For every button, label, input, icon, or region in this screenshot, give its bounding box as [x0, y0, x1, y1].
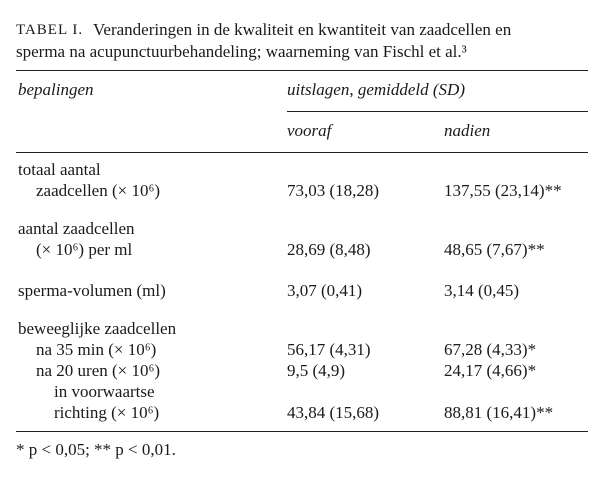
column-header: bepalingen: [18, 80, 94, 99]
footnote: * p < 0,05; ** p < 0,01.: [16, 440, 176, 459]
caption-label: TABEL I.: [16, 22, 84, 38]
cell-value: 67,28 (4,33)*: [444, 340, 537, 359]
caption-text: sperma na acupunctuurbehandeling; waarne…: [16, 42, 467, 61]
row-label: (× 10⁶) per ml: [36, 240, 133, 259]
row-label: na 20 uren (× 10⁶): [36, 361, 161, 380]
cell-value: 48,65 (7,67)**: [444, 240, 545, 259]
row-label: in voorwaartse: [54, 382, 155, 401]
cell-value: 28,69 (8,48): [287, 240, 371, 259]
rule: [16, 431, 588, 432]
row-label: richting (× 10⁶): [54, 403, 160, 422]
row-label: zaadcellen (× 10⁶): [36, 181, 161, 200]
rule: [16, 152, 588, 153]
cell-value: 3,14 (0,45): [444, 281, 520, 300]
column-header: vooraf: [287, 121, 332, 140]
row-label: aantal zaadcellen: [18, 219, 135, 238]
column-group-header: uitslagen, gemiddeld (SD): [287, 80, 465, 99]
cell-value: 43,84 (15,68): [287, 403, 380, 422]
cell-value: 137,55 (23,14)**: [444, 181, 562, 200]
cell-value: 88,81 (16,41)**: [444, 403, 554, 422]
cell-value: 73,03 (18,28): [287, 181, 380, 200]
cell-value: 3,07 (0,41): [287, 281, 363, 300]
row-label: totaal aantal: [18, 160, 101, 179]
rule: [287, 111, 588, 112]
cell-value: 9,5 (4,9): [287, 361, 346, 380]
row-label: na 35 min (× 10⁶): [36, 340, 157, 359]
rule: [16, 70, 588, 71]
column-header: nadien: [444, 121, 491, 140]
cell-value: 56,17 (4,31): [287, 340, 371, 359]
cell-value: 24,17 (4,66)*: [444, 361, 537, 380]
row-label: sperma-volumen (ml): [18, 281, 166, 300]
caption-text: Veranderingen in de kwaliteit en kwantit…: [93, 20, 512, 39]
row-label: beweeglijke zaadcellen: [18, 319, 177, 338]
